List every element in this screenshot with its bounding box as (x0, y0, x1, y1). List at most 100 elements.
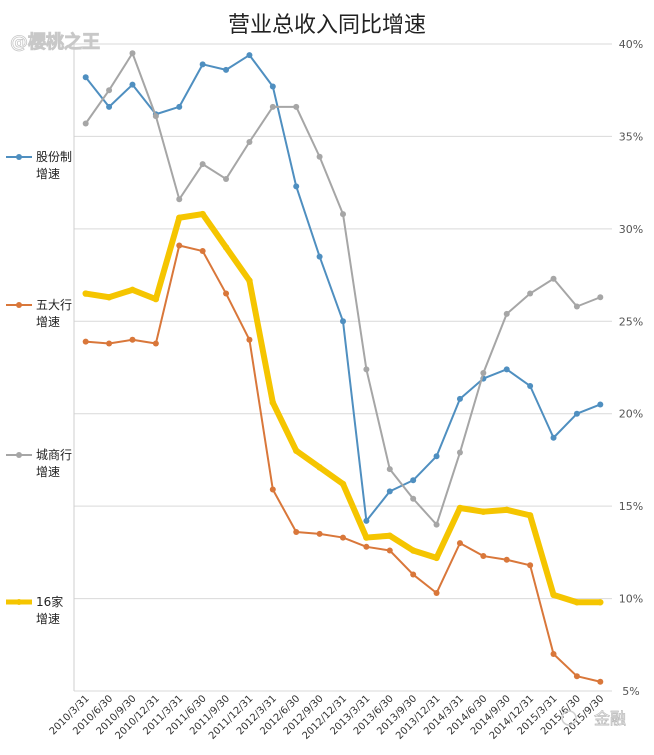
data-point (316, 253, 323, 260)
data-point (129, 81, 136, 88)
data-point (223, 175, 230, 182)
y-tick-label: 5% (622, 685, 639, 698)
data-point (456, 540, 463, 547)
y-tick-label: 20% (619, 408, 643, 421)
data-point (410, 571, 417, 578)
data-point (269, 83, 276, 90)
data-point (573, 303, 580, 310)
data-point (105, 294, 113, 301)
series-line (82, 211, 604, 606)
data-point (269, 103, 276, 110)
x-tick-labels: 2010/3/312010/6/302010/9/302010/12/31201… (48, 693, 607, 742)
y-tick-label: 15% (619, 500, 643, 513)
data-point (597, 678, 604, 685)
data-point (269, 486, 276, 493)
watermark-right: 金融 (561, 709, 626, 728)
data-point (527, 562, 534, 569)
data-point (480, 553, 487, 560)
legend-swatch-marker (16, 154, 22, 160)
y-tick-label: 25% (619, 315, 643, 328)
data-point (550, 434, 557, 441)
data-point (293, 447, 300, 454)
data-point (152, 295, 160, 303)
data-point (410, 477, 417, 484)
data-point (152, 340, 159, 347)
watermark-right-text: 金融 (594, 709, 626, 728)
data-point (503, 556, 510, 563)
data-point (433, 590, 440, 597)
data-point (176, 214, 183, 221)
data-point (316, 530, 323, 537)
data-point (386, 532, 393, 539)
data-point (456, 395, 463, 402)
data-point (573, 599, 581, 606)
data-point (82, 338, 89, 345)
data-point (527, 382, 534, 389)
data-point (223, 290, 230, 297)
data-point (293, 529, 300, 536)
data-point (293, 103, 300, 110)
series-line (84, 52, 602, 526)
watermark-left: @樱桃之王 (10, 31, 100, 53)
data-point (480, 508, 487, 515)
data-point (550, 651, 557, 658)
series-4 (82, 210, 604, 606)
data-point (597, 294, 604, 301)
legend-label-line2: 增速 (36, 612, 60, 626)
series-line (84, 54, 602, 522)
data-point (597, 599, 604, 606)
data-point (550, 275, 557, 282)
data-point (246, 138, 253, 145)
legend-swatch-marker (16, 599, 22, 605)
data-point (386, 466, 393, 473)
wechat-icon (561, 710, 577, 726)
data-point (340, 534, 346, 541)
data-point (199, 161, 206, 168)
data-point (433, 453, 440, 460)
data-point (386, 488, 393, 495)
data-point (129, 336, 136, 343)
y-tick-label: 10% (619, 593, 643, 606)
series-3 (82, 50, 604, 528)
data-point (176, 103, 183, 110)
data-point (456, 449, 463, 456)
data-point (363, 543, 370, 550)
data-point (480, 370, 487, 377)
y-tick-labels: 5% 10% 15% 20% 25% 30% 35% 40% (619, 38, 643, 698)
legend-label: 五大行 (36, 298, 72, 312)
gridlines (74, 43, 612, 692)
data-point (340, 318, 346, 325)
data-point (223, 66, 230, 73)
data-point (456, 504, 464, 512)
y-tick-label: 30% (619, 223, 643, 236)
legend-label: 股份制 (36, 150, 72, 164)
data-point (527, 290, 534, 297)
data-point (316, 464, 323, 471)
data-point (550, 591, 557, 599)
data-point (340, 211, 346, 218)
data-point (293, 183, 300, 190)
legend-label-line2: 增速 (36, 167, 60, 181)
data-point (433, 554, 440, 562)
data-point (106, 103, 113, 110)
data-point (339, 480, 347, 488)
data-point (363, 534, 370, 541)
data-point (316, 153, 323, 160)
data-point (129, 286, 136, 294)
data-point (573, 410, 580, 417)
legend-swatch-marker (16, 452, 22, 458)
data-point (199, 61, 206, 68)
legend-label: 16家 (36, 594, 63, 609)
data-point (199, 248, 206, 255)
data-point (363, 366, 370, 373)
legend-label-line2: 增速 (36, 315, 60, 329)
data-point (246, 277, 253, 284)
data-point (82, 74, 89, 81)
chart-title: 营业总收入同比增速 (228, 13, 426, 38)
data-point (176, 196, 183, 203)
data-point (222, 244, 230, 251)
